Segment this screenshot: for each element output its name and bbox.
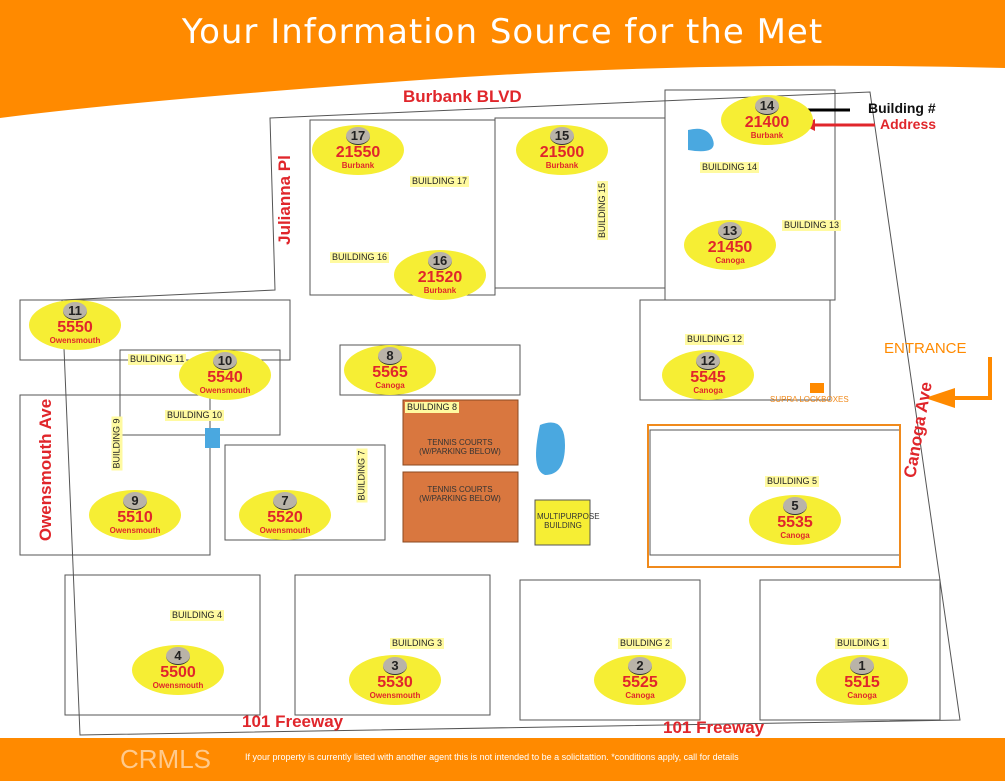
building-label: BUILDING 1 — [835, 638, 890, 649]
building-address: 5520 — [267, 509, 303, 526]
building-street: Canoga — [375, 381, 405, 390]
building-address: 21500 — [539, 144, 585, 161]
building-street: Owensmouth — [259, 526, 311, 535]
building-address: 5510 — [117, 509, 153, 526]
building-number: 17 — [346, 127, 370, 145]
building-number: 14 — [755, 97, 779, 115]
building-address: 5550 — [57, 319, 93, 336]
building-marker-15[interactable]: 15 21500 Burbank — [516, 125, 608, 175]
building-marker-10[interactable]: 10 5540 Owensmouth — [179, 350, 271, 400]
building-street: Owensmouth — [109, 526, 161, 535]
building-street: Burbank — [750, 131, 784, 140]
building-marker-3[interactable]: 3 5530 Owensmouth — [349, 655, 441, 705]
building-marker-16[interactable]: 16 21520 Burbank — [394, 250, 486, 300]
building-number: 9 — [123, 492, 147, 510]
building-number: 13 — [718, 222, 742, 240]
building-label: BUILDING 2 — [618, 638, 673, 649]
page-title: Your Information Source for the Met — [181, 12, 824, 52]
tennis-courts-label: TENNIS COURTS (W/PARKING BELOW) — [419, 438, 501, 456]
building-label: BUILDING 7 — [356, 448, 368, 503]
building-street: Burbank — [341, 161, 375, 170]
building-marker-5[interactable]: 5 5535 Canoga — [749, 495, 841, 545]
building-label: BUILDING 4 — [170, 610, 225, 621]
footer-bar: CRMLS If your property is currently list… — [0, 738, 1005, 781]
building-number: 16 — [428, 252, 452, 270]
building-label: BUILDING 10 — [165, 410, 225, 421]
building-label: BUILDING 16 — [330, 252, 390, 263]
building-number: 2 — [628, 657, 652, 675]
building-number: 7 — [273, 492, 297, 510]
building-address: 5545 — [690, 369, 726, 386]
building-street: Canoga — [715, 256, 745, 265]
building-street: Owensmouth — [152, 681, 204, 690]
building-address: 5515 — [844, 674, 880, 691]
building-address: 21550 — [335, 144, 381, 161]
watermark: CRMLS — [120, 744, 212, 774]
building-label: BUILDING 13 — [782, 220, 842, 231]
legend-address: Address — [880, 116, 937, 132]
building-number: 1 — [850, 657, 874, 675]
building-address: 21450 — [707, 239, 753, 256]
building-label: BUILDING 3 — [390, 638, 445, 649]
building-label: BUILDING 12 — [685, 334, 745, 345]
building-address: 5535 — [777, 514, 813, 531]
legend-building-number: Building # — [868, 100, 936, 116]
building-address: 5565 — [372, 364, 408, 381]
building-number: 12 — [696, 352, 720, 370]
building-street: Owensmouth — [49, 336, 101, 345]
building-marker-2[interactable]: 2 5525 Canoga — [594, 655, 686, 705]
building-street: Owensmouth — [369, 691, 421, 700]
building-label: BUILDING 15 — [597, 180, 609, 241]
building-marker-13[interactable]: 13 21450 Canoga — [684, 220, 776, 270]
header-banner — [0, 0, 1005, 118]
street-burbank-blvd: Burbank BLVD — [403, 87, 522, 106]
building-street: Canoga — [780, 531, 810, 540]
building-address: 21520 — [417, 269, 463, 286]
building-street: Canoga — [847, 691, 877, 700]
building-address: 5500 — [160, 664, 196, 681]
building-number: 10 — [213, 352, 237, 370]
building-label: BUILDING 5 — [765, 476, 820, 487]
building-marker-14[interactable]: 14 21400 Burbank — [721, 95, 813, 145]
street-101-freeway-left: 101 Freeway — [242, 712, 344, 731]
building-marker-9[interactable]: 9 5510 Owensmouth — [89, 490, 181, 540]
building-label: BUILDING 14 — [700, 162, 760, 173]
building-label: BUILDING 17 — [410, 176, 470, 187]
building-address: 5525 — [622, 674, 658, 691]
entrance-label: ENTRANCE — [884, 340, 967, 357]
building-number: 5 — [783, 497, 807, 515]
building-label: BUILDING 11 — [128, 354, 187, 365]
supra-lockboxes-label: SUPRA LOCKBOXES — [770, 395, 849, 404]
building-marker-1[interactable]: 1 5515 Canoga — [816, 655, 908, 705]
street-owensmouth-ave: Owensmouth Ave — [36, 398, 56, 542]
building-marker-4[interactable]: 4 5500 Owensmouth — [132, 645, 224, 695]
disclaimer: If your property is currently listed wit… — [245, 752, 739, 762]
building-street: Burbank — [423, 286, 457, 295]
building-street: Canoga — [693, 386, 723, 395]
building-marker-11[interactable]: 11 5550 Owensmouth — [29, 300, 121, 350]
building-marker-7[interactable]: 7 5520 Owensmouth — [239, 490, 331, 540]
street-101-freeway-right: 101 Freeway — [663, 718, 765, 737]
building-label: BUILDING 9 — [111, 416, 123, 471]
building-number: 3 — [383, 657, 407, 675]
building-number: 15 — [550, 127, 574, 145]
building-street: Owensmouth — [199, 386, 251, 395]
building-label: BUILDING 8 — [405, 402, 460, 413]
building-address: 21400 — [744, 114, 790, 131]
building-marker-12[interactable]: 12 5545 Canoga — [662, 350, 754, 400]
building-street: Canoga — [625, 691, 655, 700]
building-number: 11 — [63, 302, 87, 320]
building-number: 8 — [378, 347, 402, 365]
building-number: 4 — [166, 647, 190, 665]
building-marker-17[interactable]: 17 21550 Burbank — [312, 125, 404, 175]
building-marker-8[interactable]: 8 5565 Canoga — [344, 345, 436, 395]
multipurpose-building-label: MULTIPURPOSE BUILDING — [537, 512, 600, 530]
street-julianna-pl: Julianna Pl — [274, 155, 294, 245]
building-street: Burbank — [545, 161, 579, 170]
tennis-courts-label: TENNIS COURTS (W/PARKING BELOW) — [419, 485, 501, 503]
building-address: 5540 — [207, 369, 243, 386]
building-address: 5530 — [377, 674, 413, 691]
